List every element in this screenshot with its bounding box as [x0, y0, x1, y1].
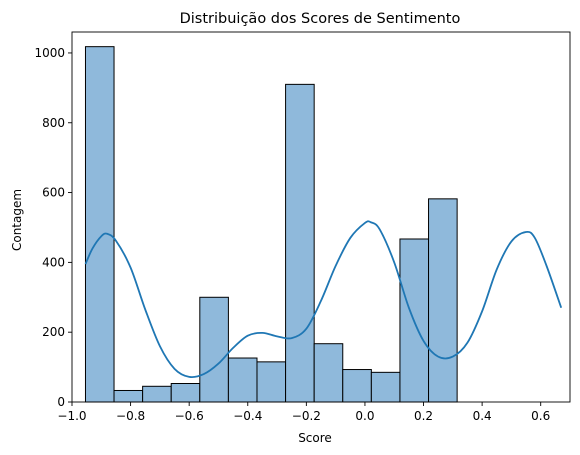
histogram-bar-5: [227, 357, 258, 403]
y-axis-label: Contagem: [10, 189, 24, 251]
histogram-bar-10: [370, 371, 401, 403]
histogram-bar-4: [199, 296, 229, 403]
x-tick-label: −0.4: [233, 409, 262, 423]
histogram-bar-7: [285, 83, 315, 403]
histogram-bar-9: [342, 369, 372, 403]
y-axis-ticks: 0 200 400 600 800 1000: [34, 46, 72, 409]
x-axis-label: Score: [298, 431, 332, 445]
x-tick-label: −1.0: [57, 409, 86, 423]
y-tick-label: 1000: [34, 46, 65, 60]
histogram-bar-1: [113, 389, 144, 403]
y-tick-label: 0: [57, 395, 65, 409]
histogram-bar-2: [142, 385, 172, 403]
x-tick-label: 0.4: [473, 409, 492, 423]
x-tick-label: −0.8: [116, 409, 145, 423]
y-tick-label: 800: [42, 116, 65, 130]
y-tick-label: 400: [42, 255, 65, 269]
histogram-bar-0: [84, 46, 115, 403]
plot-frame: [71, 31, 571, 403]
x-tick-label: 0.2: [414, 409, 433, 423]
x-tick-label: −0.6: [175, 409, 204, 423]
histogram-bar-3: [170, 383, 201, 403]
y-tick-label: 600: [42, 186, 65, 200]
x-tick-label: 0.6: [531, 409, 550, 423]
chart-title: Distribuição dos Scores de Sentimento: [180, 11, 461, 27]
bars-group: [84, 46, 458, 403]
histogram-bar-12: [428, 198, 458, 403]
histogram-bar-8: [313, 343, 344, 403]
x-tick-label: 0.0: [355, 409, 374, 423]
y-tick-label: 200: [42, 325, 65, 339]
histogram-bar-6: [256, 361, 287, 403]
x-axis-ticks: −1.0 −0.8 −0.6 −0.4 −0.2 0.0 0.2 0.4 0.6: [57, 402, 550, 423]
kde-curve: [84, 220, 563, 379]
x-tick-label: −0.2: [292, 409, 321, 423]
